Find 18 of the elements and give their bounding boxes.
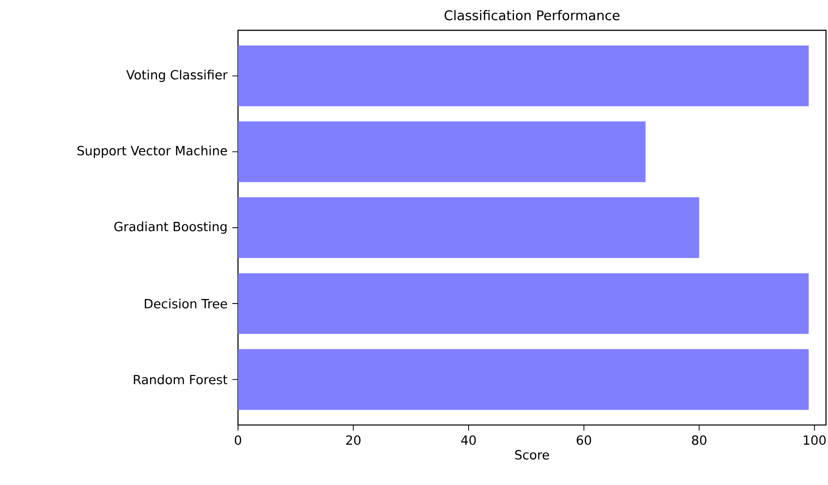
y-tick-label: Voting Classifier <box>126 70 228 82</box>
x-tick-label: 40 <box>461 435 476 445</box>
y-tick-label: Gradiant Boosting <box>114 222 227 234</box>
x-tick-label: 20 <box>346 435 360 445</box>
chart-title: Classification Performance <box>444 10 620 20</box>
bar <box>238 273 809 334</box>
x-tick-label: 60 <box>576 435 592 445</box>
x-tick-label: 0 <box>234 435 242 445</box>
x-tick-label: 80 <box>692 435 706 445</box>
x-tick-label: 100 <box>804 435 826 445</box>
bar <box>238 121 646 182</box>
y-tick-label: Support Vector Machine <box>78 146 227 158</box>
y-tick-label: Random Forest <box>134 374 228 384</box>
x-axis-title: Score <box>515 450 550 460</box>
y-tick-label: Decision Tree <box>144 298 227 308</box>
bar <box>238 349 809 410</box>
bar <box>238 46 809 106</box>
bar <box>238 197 700 258</box>
